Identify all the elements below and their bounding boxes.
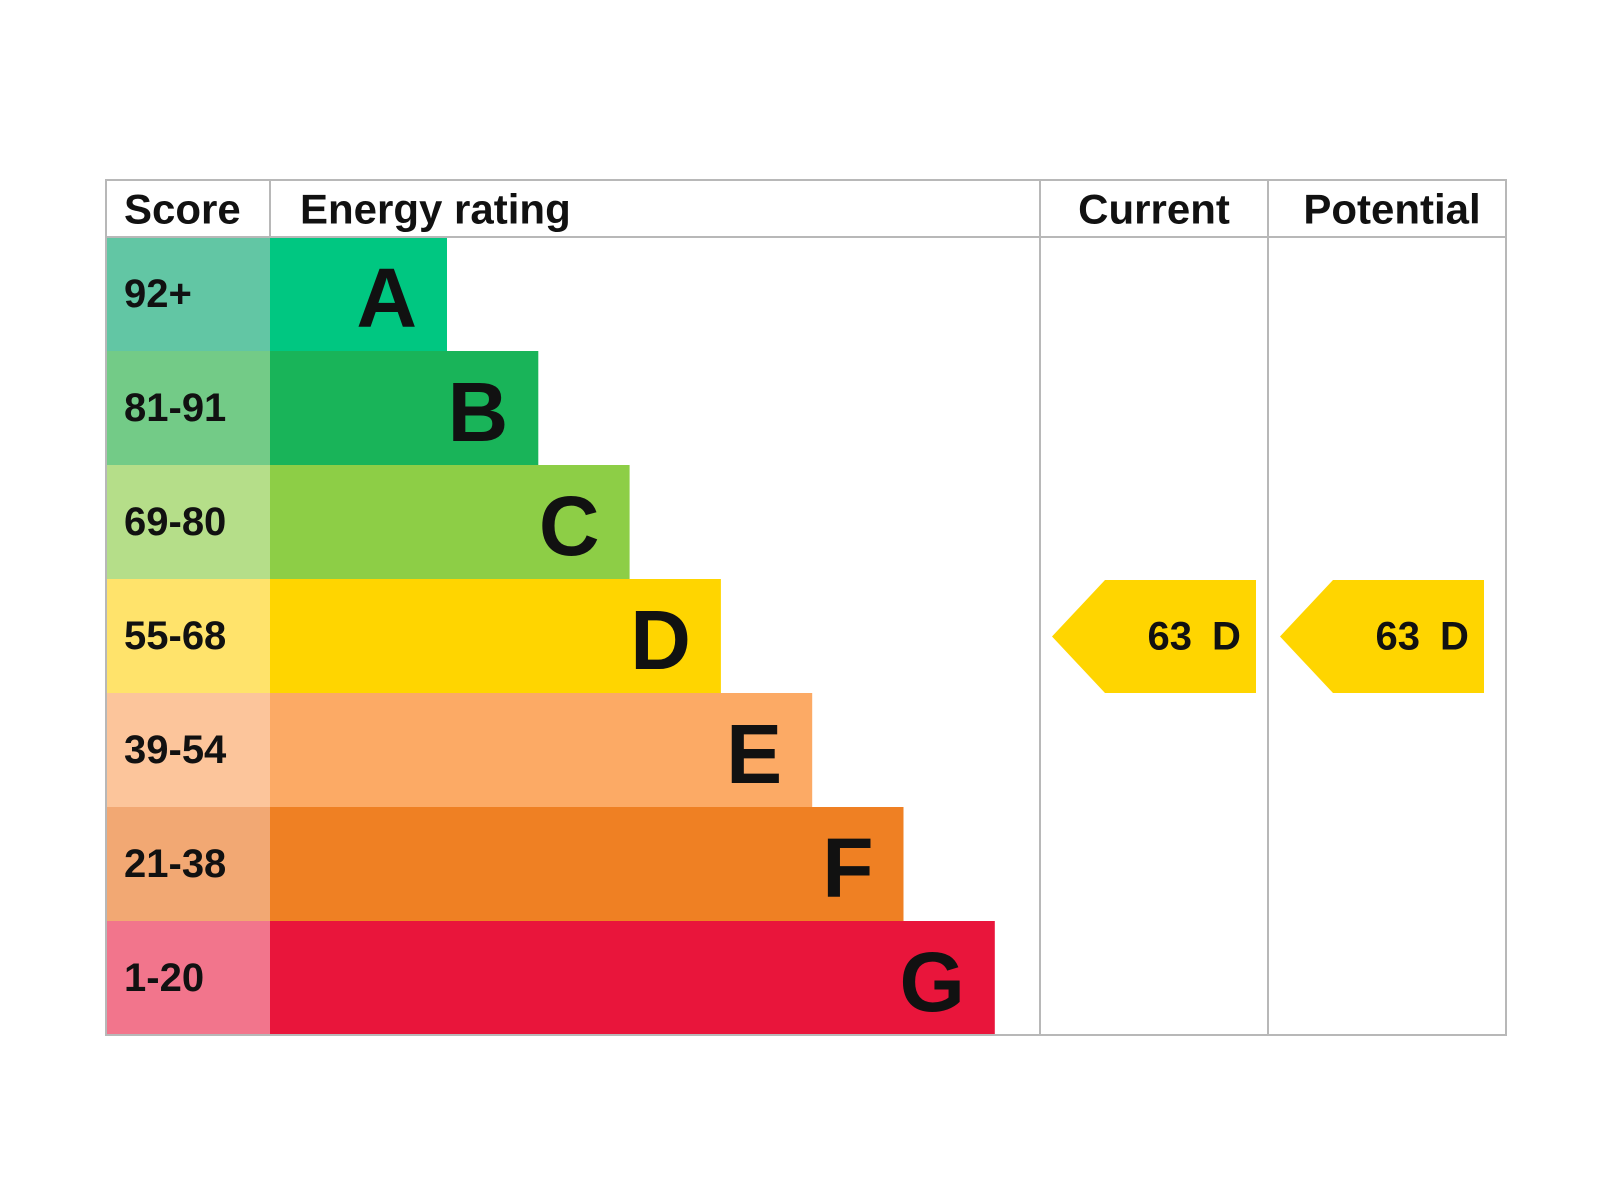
rating-bar	[270, 237, 447, 351]
rating-bar	[270, 465, 630, 579]
rating-letter: D	[630, 593, 691, 687]
header-potential: Potential	[1303, 186, 1480, 233]
score-range: 69-80	[124, 500, 226, 544]
score-cell	[106, 237, 270, 351]
current-band: D	[1212, 615, 1241, 659]
score-range: 39-54	[124, 728, 227, 772]
score-range: 21-38	[124, 842, 226, 886]
potential-band: D	[1440, 615, 1469, 659]
current-score: 63	[1148, 615, 1193, 659]
score-range: 1-20	[124, 956, 204, 1000]
rating-letter: C	[539, 479, 600, 573]
potential-score: 63	[1376, 615, 1421, 659]
rating-letter: A	[356, 251, 417, 345]
table-grid	[105, 179, 1507, 1036]
score-cell	[106, 579, 270, 693]
rating-letter: B	[448, 365, 509, 459]
score-cell	[106, 807, 270, 921]
table-border	[105, 179, 1507, 1036]
rating-bar	[270, 693, 813, 807]
score-cell	[106, 921, 270, 1035]
score-cell	[106, 693, 270, 807]
rating-rows: 92+ A 81-91 B 69-80 C 55-68 D 39-54 E 21-38 F 1-20 G	[106, 237, 995, 1035]
current-arrow	[1052, 580, 1256, 693]
header-current: Current	[1078, 186, 1230, 233]
rating-bar	[270, 921, 995, 1035]
header-score: Score	[124, 186, 241, 233]
rating-bar	[270, 351, 539, 465]
score-cell	[106, 351, 270, 465]
rating-letter: F	[822, 821, 873, 915]
rating-letter: E	[726, 707, 782, 801]
score-cell	[106, 465, 270, 579]
rating-bar	[270, 807, 904, 921]
score-range: 55-68	[124, 614, 226, 658]
rating-bar	[270, 579, 721, 693]
score-range: 81-91	[124, 386, 226, 430]
score-range: 92+	[124, 272, 192, 316]
rating-letter: G	[899, 935, 964, 1029]
header-energy-rating: Energy rating	[300, 186, 571, 233]
potential-arrow	[1280, 580, 1484, 693]
